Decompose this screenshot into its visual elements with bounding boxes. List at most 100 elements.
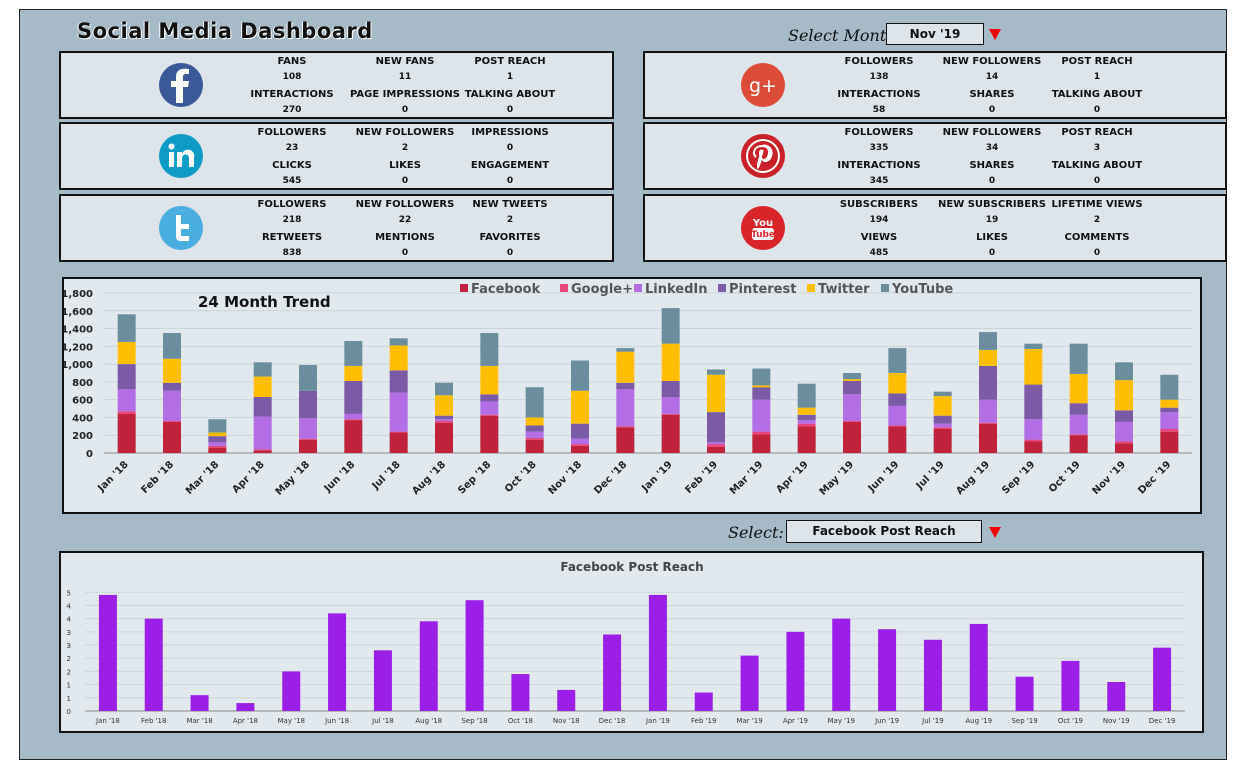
stat-value: 58 — [872, 105, 886, 115]
bar-pinterest — [435, 415, 453, 420]
bar-linkedin — [344, 413, 363, 420]
stat-value: 194 — [869, 215, 889, 225]
bar-youtube — [843, 373, 861, 380]
bar-youtube — [299, 365, 317, 391]
reach-bar — [648, 594, 667, 711]
bar-pinterest — [888, 393, 907, 406]
bar-youtube — [661, 308, 680, 344]
x-tick-label: Sep '19 — [1000, 459, 1037, 496]
bar-facebook — [707, 446, 725, 453]
bar-youtube — [797, 383, 816, 408]
bar-facebook — [979, 423, 997, 453]
trend-chart-panel: 0 200 400 600 800 1,000 1,200 1,400 1,600 1,800 Ja… — [61, 277, 1202, 514]
bar-facebook — [1160, 431, 1179, 453]
stat-value: 34 — [985, 143, 999, 153]
x-tick-label: Jul '18 — [371, 717, 394, 725]
x-tick-label: Mar '19 — [728, 459, 766, 497]
bar-twitter — [1024, 349, 1043, 385]
reach-bar — [923, 639, 942, 711]
stat-value: 0 — [506, 176, 514, 186]
y-tick-label: 200 — [72, 431, 93, 442]
x-tick-label: Jun '19 — [866, 459, 902, 495]
bar-linkedin — [163, 390, 181, 421]
x-tick-label: May '18 — [274, 459, 312, 497]
stat-value: 138 — [869, 72, 889, 82]
legend-swatch — [460, 284, 468, 292]
reach-bar — [969, 623, 988, 711]
reach-bar — [1015, 676, 1034, 711]
reach-bar — [511, 674, 530, 711]
bar-pinterest — [979, 365, 997, 400]
y-tick-label: 5 — [67, 589, 71, 597]
y-tick-label: 600 — [72, 396, 93, 407]
bar-facebook — [797, 426, 816, 453]
x-tick-label: May '19 — [818, 459, 856, 497]
card-linkedin: FOLLOWERS 23 NEW FOLLOWERS 2 IMPRESSIONS 0 CLI… — [59, 122, 614, 190]
twitter-icon — [159, 206, 203, 250]
x-tick-label: Jan '19 — [639, 459, 674, 494]
stat-value: 0 — [1093, 105, 1101, 115]
post-reach-chart-title: Facebook Post Reach — [560, 560, 703, 574]
bar-facebook — [163, 421, 181, 453]
bar-linkedin — [752, 399, 771, 432]
stat-value: 2 — [401, 143, 409, 153]
stat-label: FOLLOWERS — [844, 56, 914, 67]
card-pinterest: FOLLOWERS 335 NEW FOLLOWERS 34 POST REACH 3 IN… — [643, 122, 1227, 190]
stat-value: 0 — [988, 176, 996, 186]
stat-label: FOLLOWERS — [844, 127, 914, 138]
stat-value: 0 — [506, 105, 514, 115]
trend-chart: 0 200 400 600 800 1,000 1,200 1,400 1,600 1,800 Ja… — [61, 282, 1192, 498]
bar-pinterest — [117, 364, 136, 389]
x-tick-label: Mar '18 — [186, 717, 212, 725]
reach-bar — [144, 618, 163, 711]
bar-youtube — [480, 333, 499, 366]
x-tick-label: Dec '18 — [592, 459, 629, 496]
stat-value: 0 — [506, 248, 514, 258]
bar-google-plus — [843, 421, 861, 422]
bar-facebook — [1069, 435, 1088, 453]
select-month-label: Select Month — [788, 26, 897, 45]
x-tick-label: Sep '18 — [456, 459, 493, 496]
legend-label: LinkedIn — [645, 282, 708, 297]
month-dropdown[interactable]: Nov '19 — [886, 23, 984, 45]
y-tick-label: 800 — [72, 378, 93, 389]
bar-twitter — [1069, 373, 1088, 404]
stat-value: 0 — [506, 143, 514, 153]
bar-twitter — [117, 341, 136, 365]
bar-facebook — [253, 450, 272, 453]
bar-linkedin — [933, 423, 952, 428]
bar-google-plus — [480, 414, 499, 416]
reach-bar — [832, 618, 851, 711]
x-tick-label: Dec '19 — [1136, 459, 1173, 496]
stat-label: NEW SUBSCRIBERS — [938, 199, 1046, 210]
bar-linkedin — [480, 401, 499, 415]
stat-label: IMPRESSIONS — [471, 127, 549, 138]
bar-facebook — [208, 447, 227, 453]
y-tick-label: 2 — [67, 655, 71, 663]
card-twitter: FOLLOWERS 218 NEW FOLLOWERS 22 NEW TWEETS 2 RE… — [59, 194, 614, 262]
y-tick-label: 1,800 — [64, 289, 93, 300]
legend-swatch — [718, 284, 726, 292]
bar-linkedin — [1069, 414, 1088, 435]
month-dropdown-arrow-icon[interactable] — [989, 29, 1001, 40]
stat-value: 2 — [506, 215, 514, 225]
x-tick-label: Apr '19 — [775, 459, 811, 495]
bar-google-plus — [888, 425, 907, 427]
stat-value: 335 — [869, 143, 889, 153]
stat-value: 0 — [401, 105, 409, 115]
bar-pinterest — [299, 390, 317, 419]
legend-swatch — [807, 284, 815, 292]
metric-dropdown[interactable]: Facebook Post Reach — [786, 520, 982, 543]
y-tick-label: 4 — [67, 602, 72, 610]
bar-linkedin — [208, 442, 227, 446]
bar-facebook — [480, 415, 499, 453]
x-tick-label: Nov '19 — [1090, 459, 1128, 497]
reach-bar — [1153, 647, 1172, 711]
stat-value: 3 — [1093, 143, 1101, 153]
metric-dropdown-arrow-icon[interactable] — [989, 527, 1001, 538]
stat-value: 22 — [398, 215, 412, 225]
x-tick-label: Aug '19 — [965, 717, 992, 725]
svg-text:You: You — [752, 218, 773, 229]
bar-google-plus — [1160, 429, 1179, 432]
bar-facebook — [525, 439, 544, 453]
